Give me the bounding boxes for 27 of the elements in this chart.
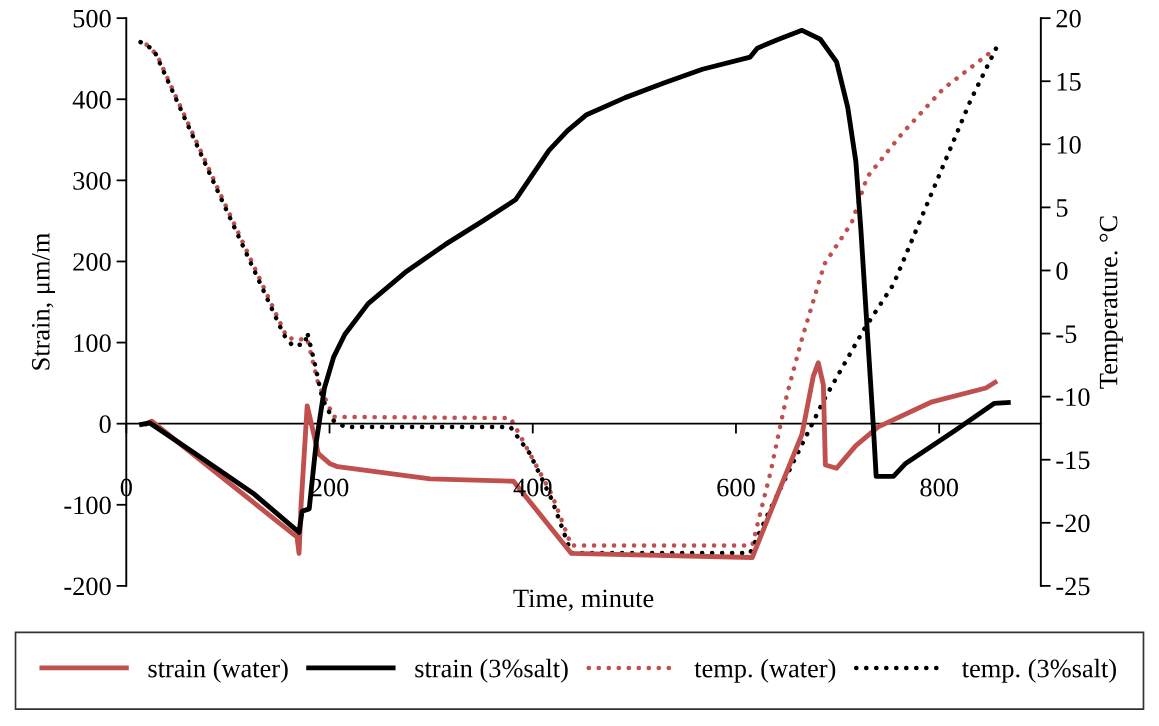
x-tick-label: 800	[920, 478, 958, 497]
y2-tick-label: -5	[1056, 325, 1077, 343]
y2-tick-label: 10	[1057, 135, 1081, 154]
y2-axis-title: Temperature. °C	[1099, 216, 1123, 389]
y2-tick-label: -25	[1056, 577, 1090, 596]
y-tick-label: 500	[73, 9, 111, 28]
legend-label: temp. (3%salt)	[962, 658, 1116, 683]
y2-tick-label: -20	[1056, 514, 1090, 533]
y2-tick-label: 20	[1056, 9, 1081, 28]
legend-label: strain (water)	[148, 658, 288, 683]
x-tick-label: 600	[717, 478, 755, 497]
y-tick-label: 0	[99, 415, 111, 434]
legend-label: strain (3%salt)	[415, 658, 568, 683]
x-axis-title: Time, minute	[513, 589, 654, 612]
y2-tick-label: 0	[1056, 262, 1068, 280]
y-tick-label: 200	[73, 253, 111, 271]
y2-tick-label: 15	[1057, 72, 1081, 91]
y-tick-label: 400	[72, 90, 111, 109]
y-tick-label: 300	[73, 171, 111, 190]
y2-tick-label: -10	[1056, 388, 1090, 407]
y2-tick-label: -15	[1056, 451, 1090, 470]
y2-tick-label: 5	[1056, 199, 1068, 217]
y-tick-label: -100	[64, 496, 111, 515]
y-tick-label: 100	[74, 334, 111, 352]
y-tick-label: -200	[64, 577, 111, 596]
y-axis-title: Strain, μm/m	[31, 233, 56, 370]
legend-label: temp. (water)	[694, 658, 836, 683]
